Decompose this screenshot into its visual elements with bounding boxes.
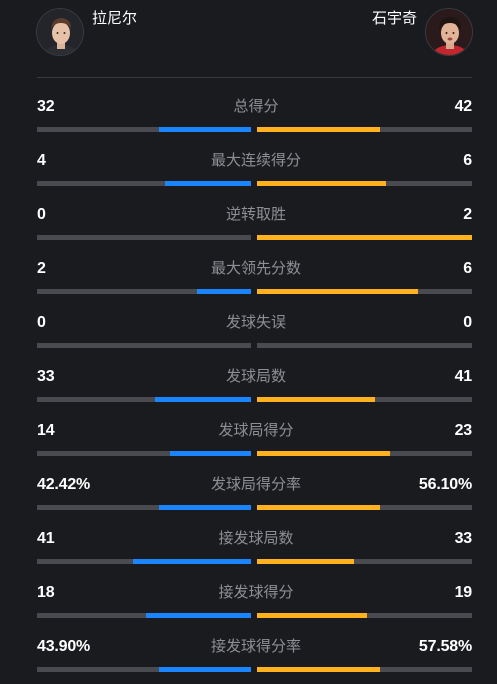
stat-left-value: 18 (37, 584, 55, 601)
stat-row: 4 最大连续得分 6 (0, 146, 497, 200)
stat-row: 41 接发球局数 33 (0, 524, 497, 578)
stat-left-track (37, 181, 251, 186)
stat-right-track (257, 127, 472, 132)
stat-right-bar (257, 451, 390, 456)
stat-right-track (257, 289, 472, 294)
stat-row: 0 发球失误 0 (0, 308, 497, 362)
stat-right-value: 42 (454, 98, 473, 115)
stat-right-bar (257, 613, 367, 618)
stat-row: 0 逆转取胜 2 (0, 200, 497, 254)
stat-left-track (37, 235, 251, 240)
stat-right-track (257, 613, 472, 618)
stat-row: 2 最大领先分数 6 (0, 254, 497, 308)
stat-left-track (37, 559, 251, 564)
stat-right-track (257, 667, 472, 672)
player-photo-icon (37, 9, 83, 55)
stat-right-bar (257, 667, 380, 672)
stat-label: 接发球得分 (218, 584, 294, 601)
player-left-avatar[interactable] (36, 8, 84, 56)
player-left-name[interactable]: 拉尼尔 (92, 10, 138, 27)
stat-left-track (37, 451, 251, 456)
stat-left-value: 14 (37, 422, 55, 439)
stat-left-bar (159, 505, 251, 510)
stat-left-value: 2 (37, 260, 46, 277)
player-left[interactable]: 拉尼尔 (36, 8, 137, 56)
stat-left-track (37, 343, 251, 348)
stat-right-track (257, 397, 472, 402)
stat-left-value: 42.42% (37, 476, 91, 493)
stat-label: 最大领先分数 (210, 260, 301, 277)
stat-right-bar (257, 235, 472, 240)
stat-right-track (257, 559, 472, 564)
stat-row: 33 发球局数 41 (0, 362, 497, 416)
stat-right-track (257, 451, 472, 456)
stat-row: 14 发球局得分 23 (0, 416, 497, 470)
stat-label: 逆转取胜 (225, 206, 286, 223)
stat-right-bar (257, 505, 380, 510)
stat-row: 43.90% 接发球得分率 57.58% (0, 632, 497, 684)
stat-right-value: 41 (454, 368, 473, 385)
stat-row: 18 接发球得分 19 (0, 578, 497, 632)
stat-right-bar (257, 289, 418, 294)
stat-left-value: 0 (37, 206, 46, 223)
stat-left-value: 43.90% (37, 638, 91, 655)
stat-right-value: 2 (463, 206, 472, 223)
stat-left-bar (146, 613, 251, 618)
stat-right-bar (257, 181, 386, 186)
stat-left-bar (159, 667, 251, 672)
stat-right-track (257, 505, 472, 510)
stat-right-value: 33 (454, 530, 473, 547)
stat-left-track (37, 667, 251, 672)
player-photo-icon (426, 9, 472, 55)
player-right-avatar[interactable] (425, 8, 473, 56)
stat-right-value: 23 (454, 422, 473, 439)
stats-list: 32 总得分 42 4 最大连续得分 6 0 逆转取胜 2 2 最大领先分数 6 0 发球失误 0 33 发球局… (0, 92, 497, 684)
stat-left-value: 33 (37, 368, 55, 385)
stat-right-value: 19 (454, 584, 473, 601)
stat-right-value: 6 (463, 152, 472, 169)
stat-label: 总得分 (233, 98, 279, 115)
stat-left-bar (197, 289, 251, 294)
stat-left-bar (159, 127, 251, 132)
player-right[interactable]: 石宇奇 (372, 8, 473, 56)
stat-right-track (257, 235, 472, 240)
stat-left-track (37, 505, 251, 510)
stat-label: 发球局得分率 (210, 476, 301, 493)
stat-row: 42.42% 发球局得分率 56.10% (0, 470, 497, 524)
stat-label: 最大连续得分 (210, 152, 301, 169)
stat-label: 发球局得分 (218, 422, 294, 439)
stat-left-track (37, 127, 251, 132)
stat-left-value: 41 (37, 530, 55, 547)
stat-right-bar (257, 559, 354, 564)
stat-row: 32 总得分 42 (0, 92, 497, 146)
stat-label: 接发球得分率 (210, 638, 301, 655)
stat-left-track (37, 397, 251, 402)
stat-left-bar (170, 451, 251, 456)
stat-left-value: 32 (37, 98, 55, 115)
stat-right-value: 56.10% (418, 476, 472, 493)
stat-left-bar (155, 397, 251, 402)
stat-right-value: 57.58% (418, 638, 472, 655)
stat-label: 发球失误 (225, 314, 286, 331)
stat-right-value: 0 (463, 314, 472, 331)
stat-left-bar (165, 181, 251, 186)
stat-right-value: 6 (463, 260, 472, 277)
stat-right-bar (257, 127, 380, 132)
stat-right-bar (257, 397, 375, 402)
stat-left-value: 0 (37, 314, 46, 331)
stat-label: 发球局数 (225, 368, 286, 385)
stat-left-track (37, 289, 251, 294)
stat-right-track (257, 181, 472, 186)
header-divider (37, 77, 472, 78)
stat-right-track (257, 343, 472, 348)
stat-label: 接发球局数 (218, 530, 294, 547)
stat-left-value: 4 (37, 152, 46, 169)
player-right-name[interactable]: 石宇奇 (371, 10, 417, 27)
stat-left-track (37, 613, 251, 618)
stat-left-bar (133, 559, 251, 564)
